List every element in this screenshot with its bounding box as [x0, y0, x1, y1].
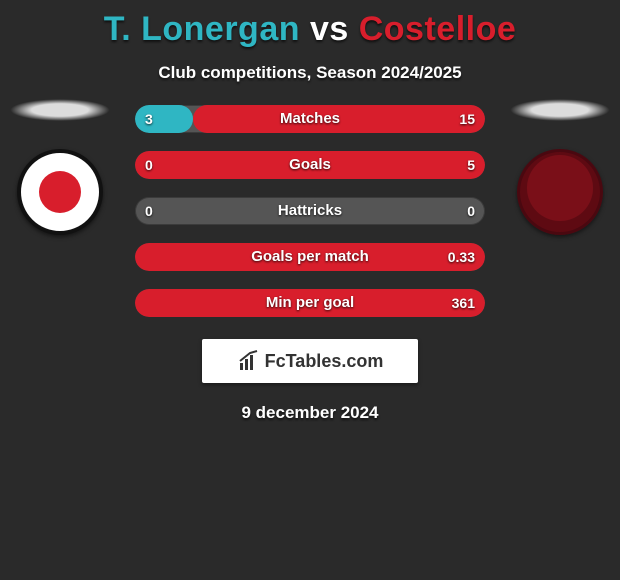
chart-icon — [237, 349, 261, 373]
stat-label: Goals — [135, 151, 485, 179]
stat-bar: 315Matches — [135, 105, 485, 133]
left-shadow — [10, 99, 110, 121]
stat-bar: 00Hattricks — [135, 197, 485, 225]
comparison-panel: 315Matches 05Goals 00Hattricks 0.33Goals pe… — [0, 105, 620, 317]
stat-bar: 0.33Goals per match — [135, 243, 485, 271]
subtitle: Club competitions, Season 2024/2025 — [0, 63, 620, 83]
right-team-crest — [517, 149, 603, 235]
stat-label: Hattricks — [135, 197, 485, 225]
stat-label: Matches — [135, 105, 485, 133]
stat-label: Min per goal — [135, 289, 485, 317]
stat-bar: 05Goals — [135, 151, 485, 179]
stat-label: Goals per match — [135, 243, 485, 271]
stat-bars: 315Matches 05Goals 00Hattricks 0.33Goals pe… — [135, 105, 485, 317]
left-team-column — [0, 99, 120, 235]
right-shadow — [510, 99, 610, 121]
page-title: T. Lonergan vs Costelloe — [0, 0, 620, 49]
footer-brand-badge: FcTables.com — [202, 339, 418, 383]
title-player-left: T. Lonergan — [104, 10, 310, 48]
title-player-right: Costelloe — [359, 10, 517, 48]
footer-date: 9 december 2024 — [0, 403, 620, 423]
footer-brand-text: FcTables.com — [265, 351, 384, 372]
stat-bar: 361Min per goal — [135, 289, 485, 317]
title-vs: vs — [310, 10, 349, 48]
left-team-crest — [17, 149, 103, 235]
right-team-column — [500, 99, 620, 235]
